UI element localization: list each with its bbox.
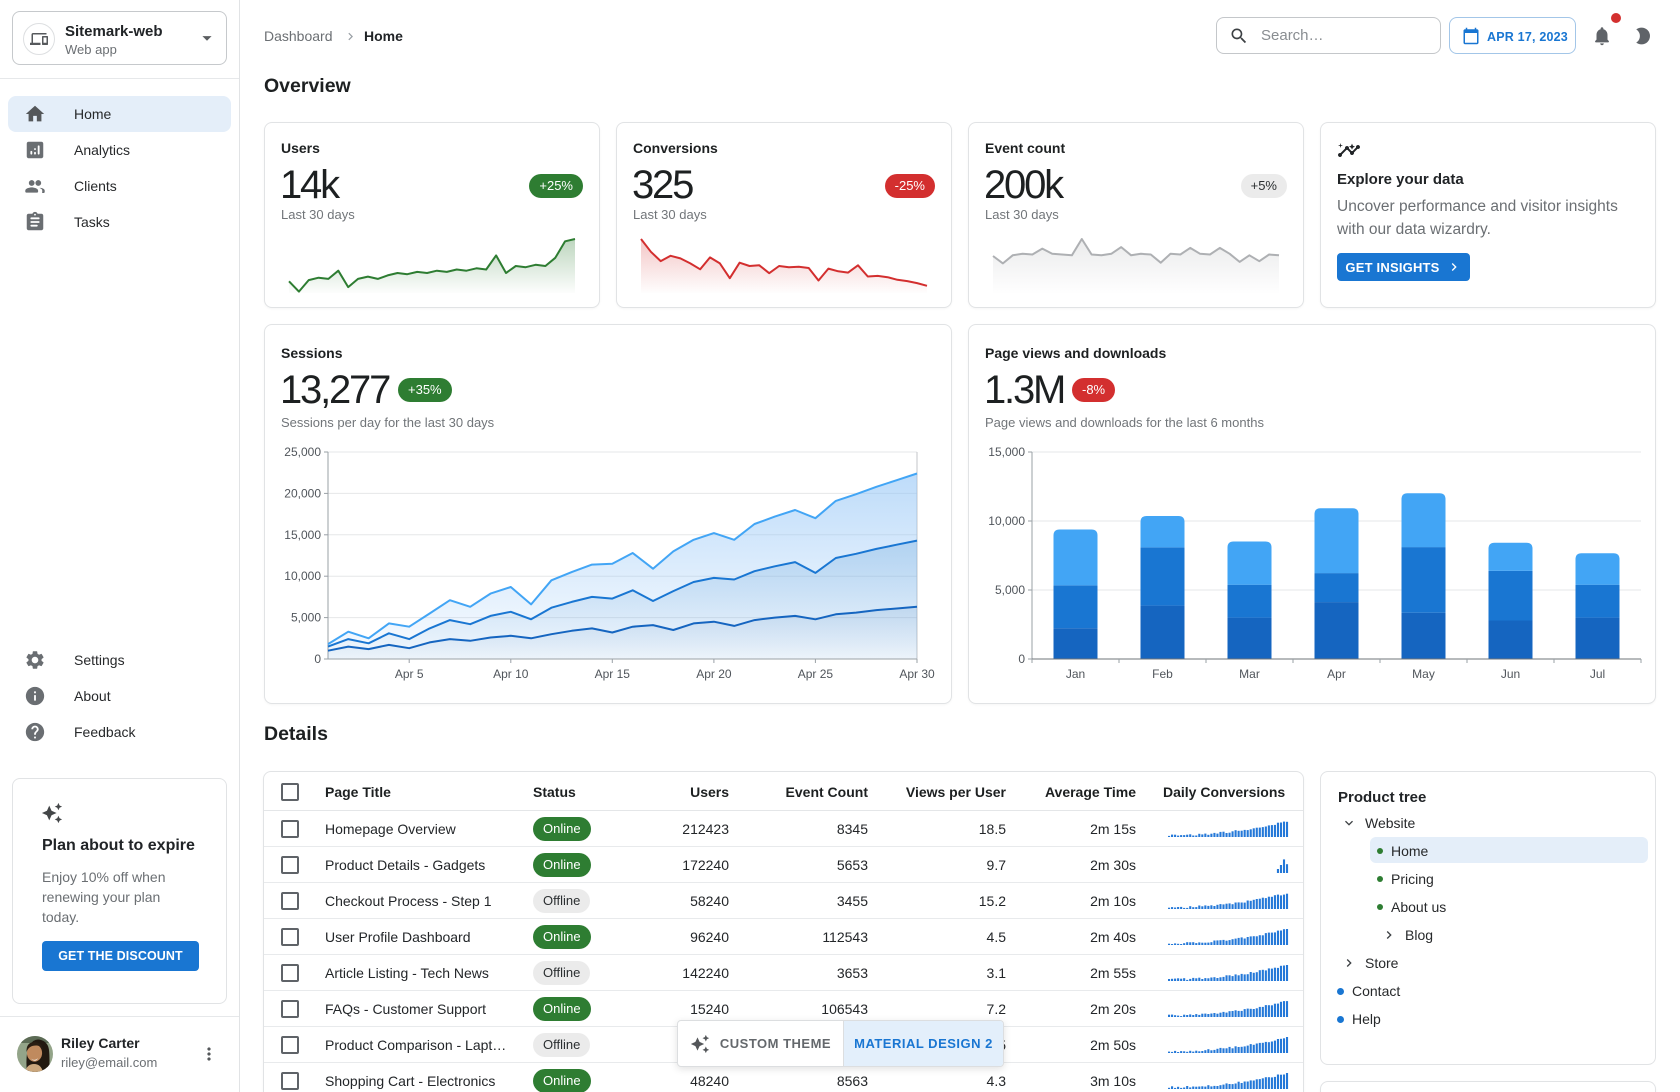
svg-text:Jun: Jun: [1501, 667, 1520, 681]
svg-text:15,000: 15,000: [284, 528, 321, 542]
svg-text:5,000: 5,000: [291, 611, 321, 625]
svg-text:0: 0: [314, 652, 321, 666]
svg-text:Apr 15: Apr 15: [595, 667, 631, 681]
svg-text:Feb: Feb: [1152, 667, 1173, 681]
svg-text:Apr 20: Apr 20: [696, 667, 732, 681]
svg-text:25,000: 25,000: [284, 445, 321, 459]
svg-text:15,000: 15,000: [988, 445, 1025, 459]
svg-text:10,000: 10,000: [284, 569, 321, 583]
svg-text:20,000: 20,000: [284, 486, 321, 500]
svg-text:Apr 25: Apr 25: [798, 667, 834, 681]
svg-text:10,000: 10,000: [988, 514, 1025, 528]
svg-text:0: 0: [1018, 652, 1025, 666]
svg-text:Mar: Mar: [1239, 667, 1260, 681]
svg-text:Apr 5: Apr 5: [395, 667, 424, 681]
svg-text:Apr 10: Apr 10: [493, 667, 529, 681]
svg-text:Apr: Apr: [1327, 667, 1346, 681]
svg-text:Jul: Jul: [1590, 667, 1605, 681]
svg-text:5,000: 5,000: [995, 583, 1025, 597]
svg-text:May: May: [1412, 667, 1435, 681]
svg-text:Apr 30: Apr 30: [899, 667, 935, 681]
svg-text:Jan: Jan: [1066, 667, 1085, 681]
